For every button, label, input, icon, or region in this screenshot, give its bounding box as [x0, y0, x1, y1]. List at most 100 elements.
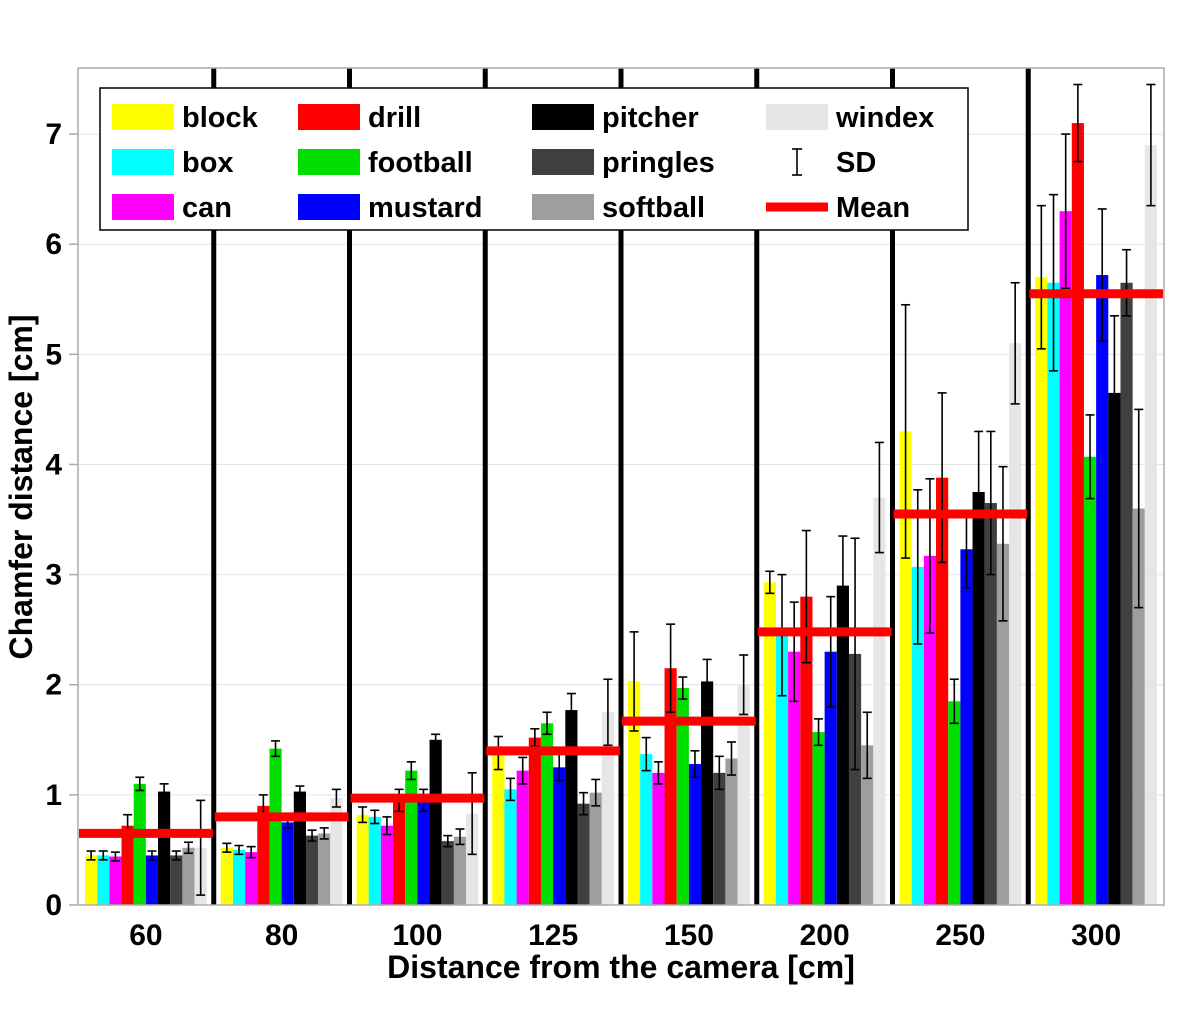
- bar-softball-80: [318, 833, 331, 905]
- sd-errorbar-can-300: [1061, 133, 1071, 290]
- sd-errorbar-softball-80: [319, 827, 329, 840]
- legend-label-can: can: [182, 192, 232, 224]
- legend-item-pitcher: pitcher: [532, 102, 699, 134]
- sd-errorbar-windex-125: [603, 678, 613, 747]
- bar-mustard-80: [281, 822, 294, 905]
- bar-pringles-80: [305, 835, 319, 905]
- bar-block-125: [492, 753, 505, 905]
- bar-box-80: [232, 849, 246, 905]
- bar-drill-60: [121, 825, 134, 905]
- sd-errorbar-pitcher-150: [702, 658, 712, 705]
- bar-mustard-300: [1096, 275, 1109, 905]
- sd-errorbar-box-80: [234, 844, 244, 856]
- bar-block-150: [628, 681, 641, 905]
- x-tick-label: 250: [935, 919, 985, 952]
- sd-errorbar-windex-150: [739, 654, 749, 716]
- x-axis-label: Distance from the camera [cm]: [387, 949, 855, 985]
- sd-errorbar-can-250: [925, 477, 935, 634]
- sd-errorbar-pitcher-300: [1109, 314, 1119, 471]
- sd-errorbar-pitcher-250: [974, 430, 984, 554]
- sd-errorbar-mustard-150: [690, 750, 700, 779]
- legend-label-football: football: [368, 147, 473, 179]
- bar-mustard-250: [960, 549, 973, 905]
- legend-label-box: box: [182, 147, 234, 179]
- bar-block-80: [220, 847, 233, 905]
- sd-errorbar-box-150: [641, 736, 651, 772]
- sd-errorbar-windex-200: [874, 441, 884, 554]
- bar-block-250: [899, 431, 912, 905]
- bar-box-150: [640, 754, 653, 905]
- sd-errorbar-pitcher-60: [159, 783, 169, 801]
- x-tick-label: 100: [392, 919, 442, 952]
- bar-pitcher-250: [972, 492, 985, 905]
- bar-football-250: [948, 701, 961, 905]
- bar-mustard-60: [145, 855, 159, 905]
- legend: block box can drill football mustard pitcher pr…: [99, 87, 969, 231]
- sd-errorbar-can-60: [110, 851, 120, 862]
- sd-errorbar-pringles-100: [443, 834, 453, 848]
- sd-errorbar-football-300: [1085, 414, 1095, 500]
- legend-swatch-football: [298, 149, 360, 175]
- sd-errorbar-mustard-60: [147, 850, 157, 861]
- bar-pringles-250: [984, 503, 997, 905]
- bar-softball-200: [861, 745, 874, 905]
- legend-label-pitcher: pitcher: [602, 102, 699, 134]
- bar-pitcher-200: [836, 585, 849, 905]
- legend-swatch-pitcher: [532, 104, 594, 130]
- bar-pringles-200: [848, 653, 862, 905]
- sd-errorbar-football-100: [406, 761, 416, 781]
- bar-football-300: [1083, 456, 1097, 905]
- sd-errorbar-windex-60: [196, 799, 206, 896]
- bar-box-100: [368, 816, 381, 905]
- sd-errorbar-softball-200: [862, 711, 872, 780]
- sd-errorbar-block-60: [86, 850, 96, 861]
- sd-errorbar-football-80: [271, 740, 281, 758]
- sd-errorbar-windex-250: [1010, 281, 1020, 405]
- bar-drill-300: [1071, 123, 1084, 905]
- bar-softball-100: [453, 836, 467, 905]
- bar-box-60: [97, 855, 110, 905]
- legend-label-drill: drill: [368, 102, 421, 134]
- bar-box-250: [911, 566, 924, 905]
- y-tick-label: 7: [45, 118, 62, 151]
- bar-pitcher-300: [1108, 392, 1121, 905]
- sd-errorbar-block-200: [765, 570, 775, 595]
- sd-errorbar-pitcher-125: [566, 692, 576, 728]
- y-tick-label: 1: [45, 779, 62, 812]
- legend-item-can: can: [112, 192, 232, 224]
- bar-windex-250: [1009, 343, 1022, 905]
- bar-can-125: [516, 770, 529, 905]
- bar-drill-150: [664, 668, 677, 905]
- sd-errorbar-can-200: [789, 601, 799, 703]
- bar-softball-150: [725, 758, 738, 905]
- y-tick-label: 3: [45, 559, 62, 592]
- bar-box-200: [775, 635, 789, 905]
- legend-label-mustard: mustard: [368, 192, 482, 224]
- bar-windex-300: [1144, 145, 1157, 905]
- bar-pringles-300: [1120, 282, 1133, 905]
- sd-errorbar-block-150: [629, 631, 639, 732]
- legend-item-windex: windex: [766, 102, 934, 134]
- legend-swatch-mustard: [298, 194, 360, 220]
- bar-block-100: [356, 814, 369, 905]
- y-tick-label: 0: [45, 889, 62, 922]
- bar-drill-100: [393, 800, 406, 905]
- bar-football-60: [133, 783, 146, 905]
- sd-errorbar-can-100: [382, 816, 392, 836]
- sd-errorbar-windex-80: [331, 788, 341, 808]
- bar-pringles-60: [170, 855, 183, 905]
- legend-item-softball: softball: [532, 192, 705, 224]
- sd-errorbar-windex-100: [467, 772, 477, 856]
- sd-errorbar-drill-250: [937, 392, 947, 564]
- legend-swatch-pringles: [532, 149, 594, 175]
- plot-area: 0 1 2 3 4 5 6 7 60 80 100 125 150 200 250 300: [45, 67, 1165, 952]
- legend-swatch-drill: [298, 104, 360, 130]
- y-tick-label: 2: [45, 669, 62, 702]
- legend-sd-glyph: [792, 148, 802, 176]
- bar-block-60: [85, 855, 98, 905]
- sd-errorbar-pringles-80: [307, 829, 317, 842]
- legend-label-sd: SD: [836, 147, 876, 179]
- y-axis-label: Chamfer distance [cm]: [3, 315, 39, 660]
